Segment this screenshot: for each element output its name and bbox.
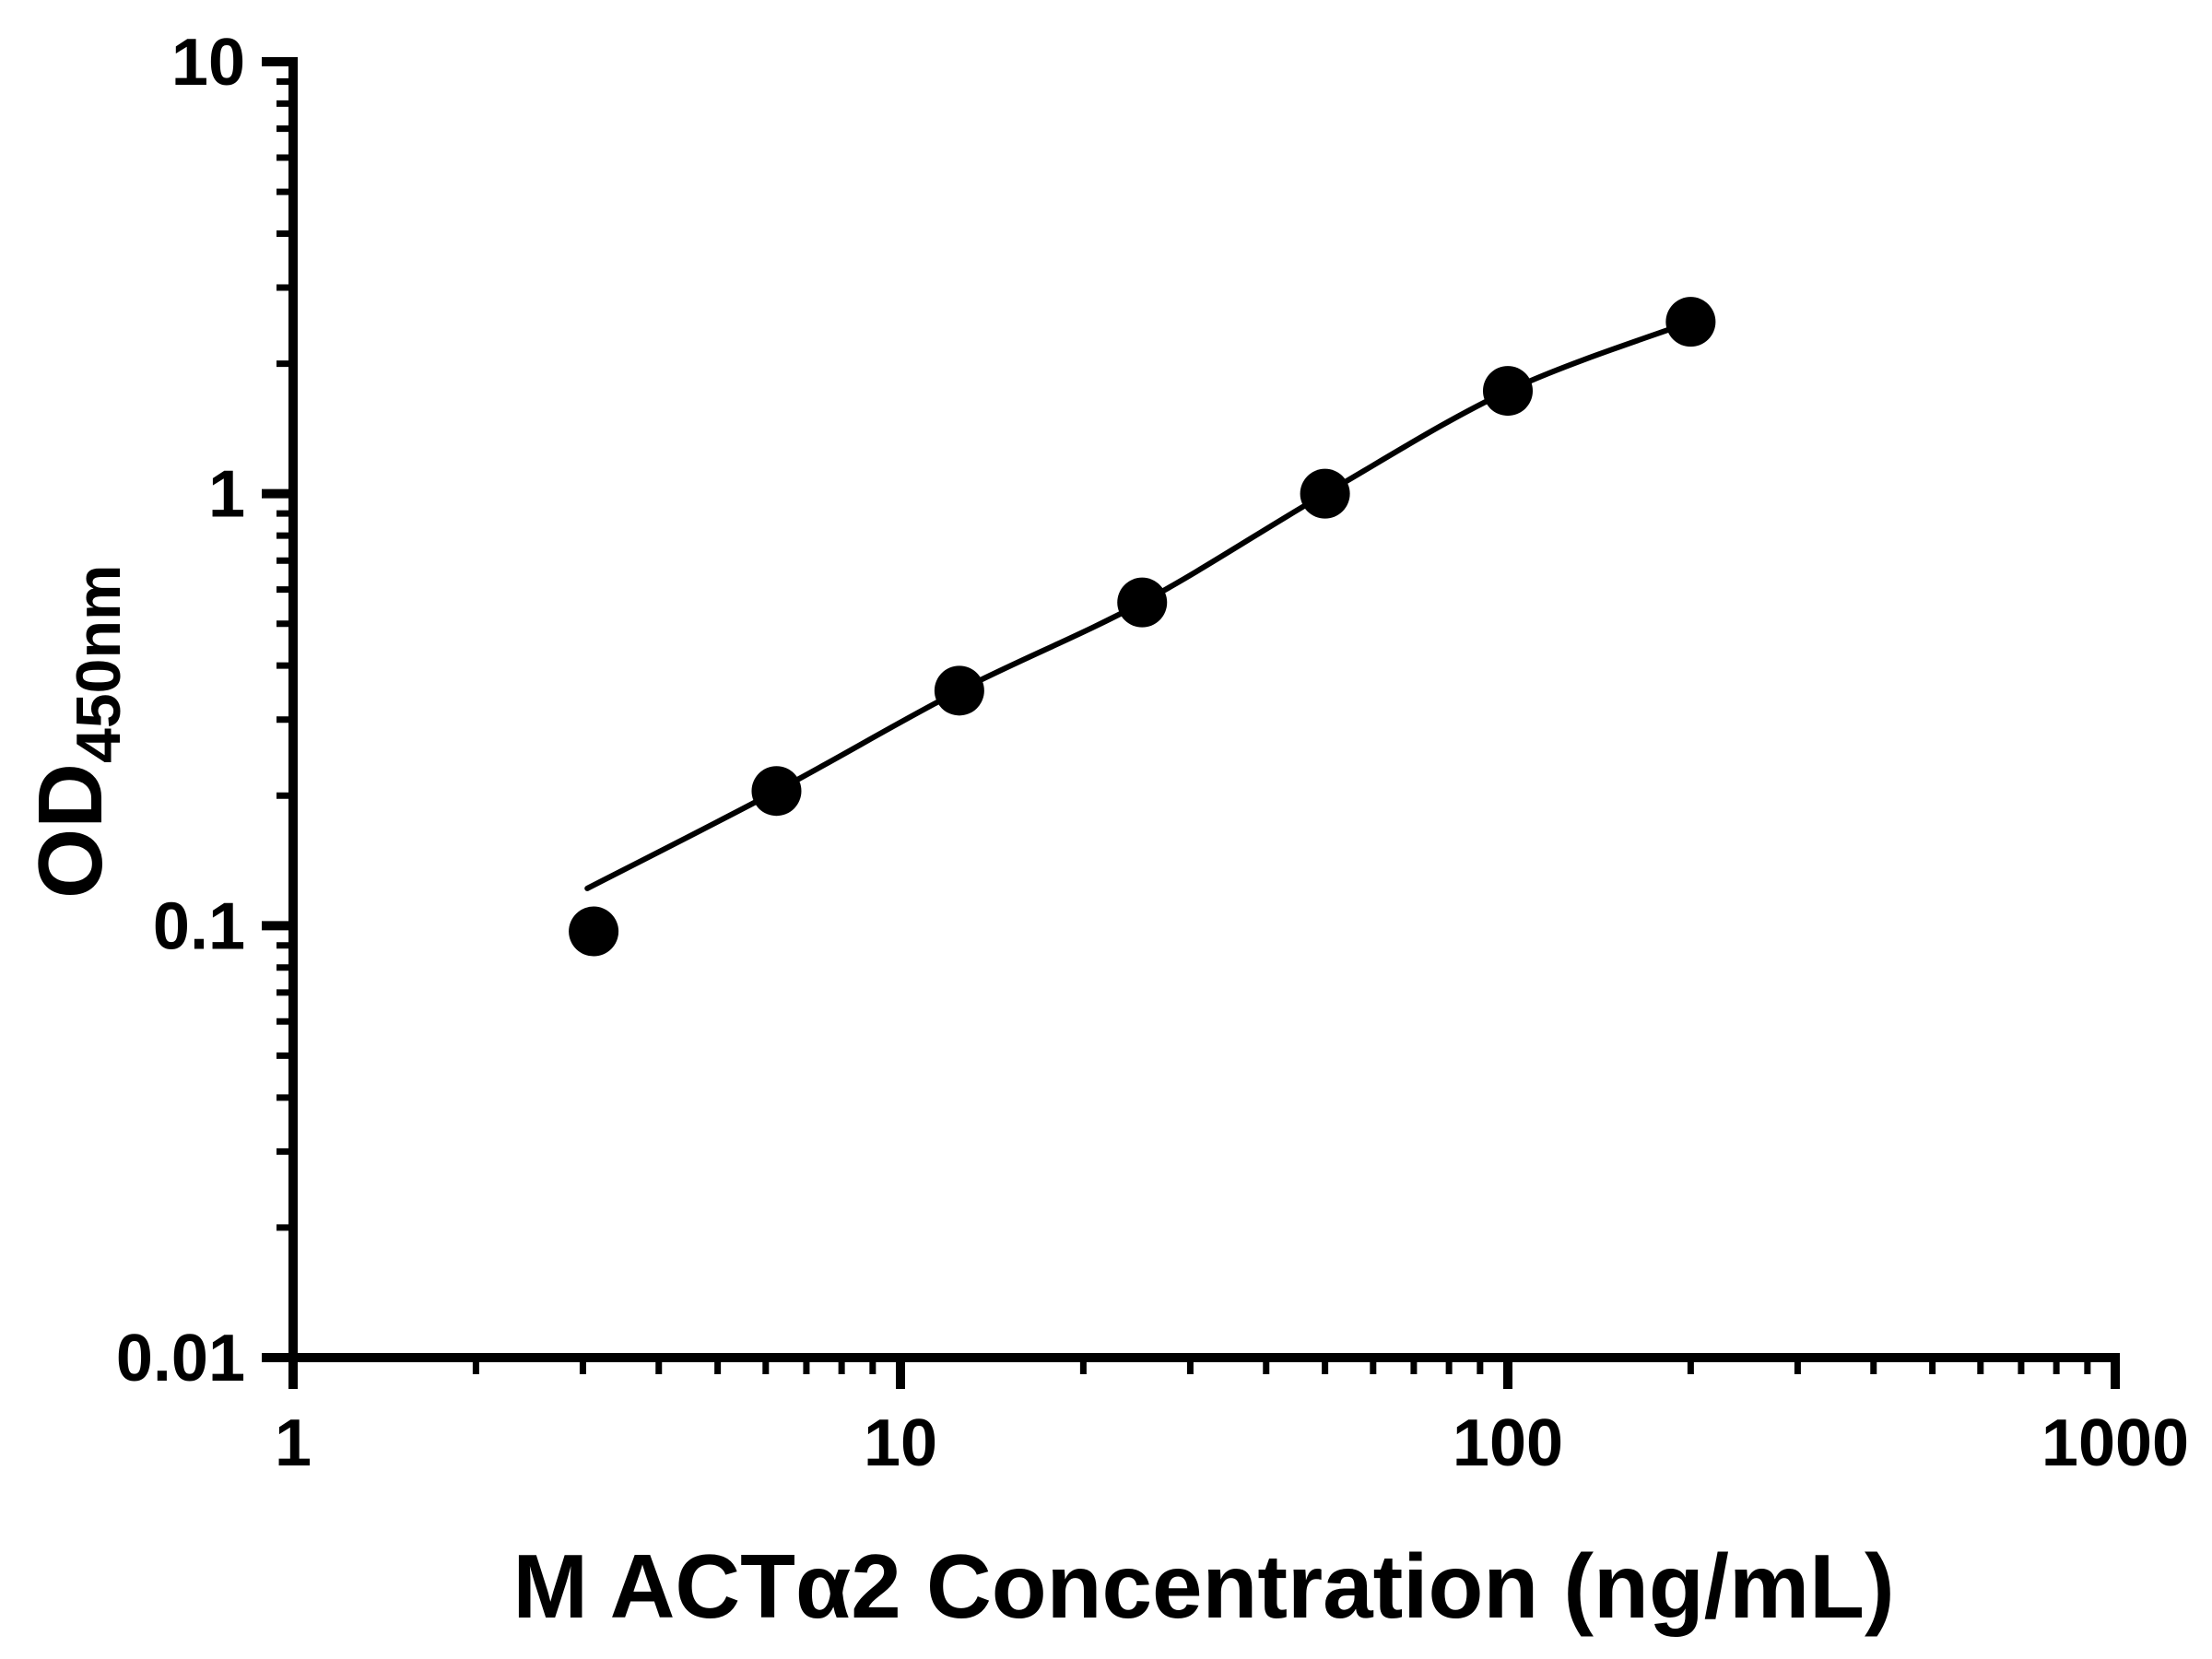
x-axis-title: M ACTα2 Concentration (ng/mL) [512,1535,1894,1637]
y-axis-title-main: OD [19,763,121,899]
y-tick-label: 0.01 [116,1322,245,1395]
data-point [751,766,802,817]
y-tick-label: 10 [171,26,245,100]
y-axis-title: OD450nm [19,565,134,899]
x-tick-label: 10 [864,1406,937,1480]
x-tick-label: 1 [275,1406,312,1480]
plot-area: 1 10 100 1000 0.01 0.1 1 10 [116,26,2189,1480]
y-tick-label: 1 [208,458,245,532]
data-point [1300,468,1350,519]
y-axis-title-subscript: 450nm [64,565,134,763]
data-point [1665,297,1716,347]
data-point [934,665,984,716]
y-tick-label: 0.1 [153,889,245,963]
data-point [1117,577,1168,628]
data-point [1483,366,1533,417]
x-tick-label: 100 [1453,1406,1563,1480]
data-point [569,906,619,957]
x-tick-label: 1000 [2041,1406,2189,1480]
